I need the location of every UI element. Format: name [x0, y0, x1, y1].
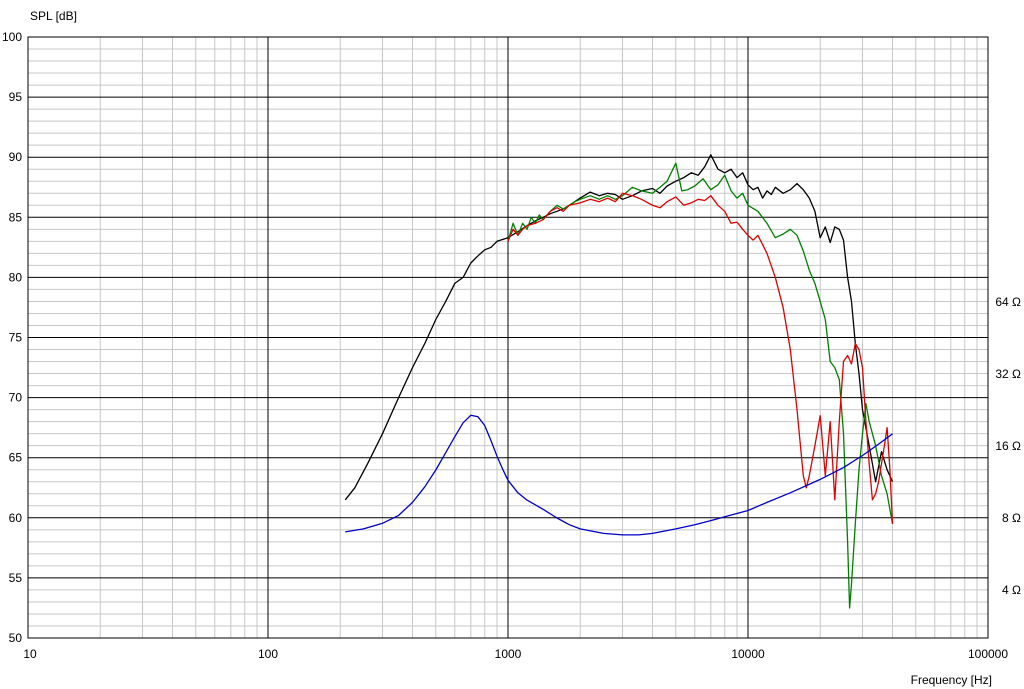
x-tick-labels: 10 100 1000 10000 100000 — [23, 647, 1008, 661]
y-tick-label: 85 — [9, 210, 23, 224]
y-tick-label: 75 — [9, 331, 23, 345]
impedance-tick-label: 8 Ω — [1002, 511, 1021, 525]
series-line-4 — [345, 414, 893, 536]
series-line-2 — [507, 162, 894, 609]
impedance-tick-label: 16 Ω — [995, 439, 1021, 453]
series-group — [344, 154, 894, 609]
impedance-tick-labels: 4 Ω 8 Ω 16 Ω 32 Ω 64 Ω — [995, 295, 1021, 597]
y-tick-label: 95 — [9, 90, 23, 104]
x-tick-label: 10 — [23, 647, 37, 661]
plot-frame — [27, 36, 989, 639]
x-tick-label: 10000 — [731, 647, 765, 661]
impedance-tick-label: 4 Ω — [1002, 583, 1021, 597]
x-tick-label: 100000 — [968, 647, 1008, 661]
y-tick-label: 100 — [2, 30, 22, 44]
x-axis-label: Frequency [Hz] — [911, 673, 992, 687]
x-tick-label: 1000 — [495, 647, 522, 661]
impedance-tick-label: 32 Ω — [995, 367, 1021, 381]
series-line-1 — [344, 154, 894, 501]
y-tick-label: 80 — [9, 270, 23, 284]
impedance-tick-label: 64 Ω — [995, 295, 1021, 309]
series-line-3 — [507, 192, 894, 524]
y-tick-label: 50 — [9, 631, 23, 645]
y-tick-label: 70 — [9, 391, 23, 405]
y-tick-label: 55 — [9, 571, 23, 585]
y-tick-labels: 50 55 60 65 70 75 80 85 90 95 100 — [2, 30, 22, 645]
y-axis-label: SPL [dB] — [30, 9, 77, 23]
y-tick-label: 60 — [9, 511, 23, 525]
x-tick-label: 100 — [258, 647, 278, 661]
y-tick-label: 65 — [9, 451, 23, 465]
y-tick-label: 90 — [9, 150, 23, 164]
